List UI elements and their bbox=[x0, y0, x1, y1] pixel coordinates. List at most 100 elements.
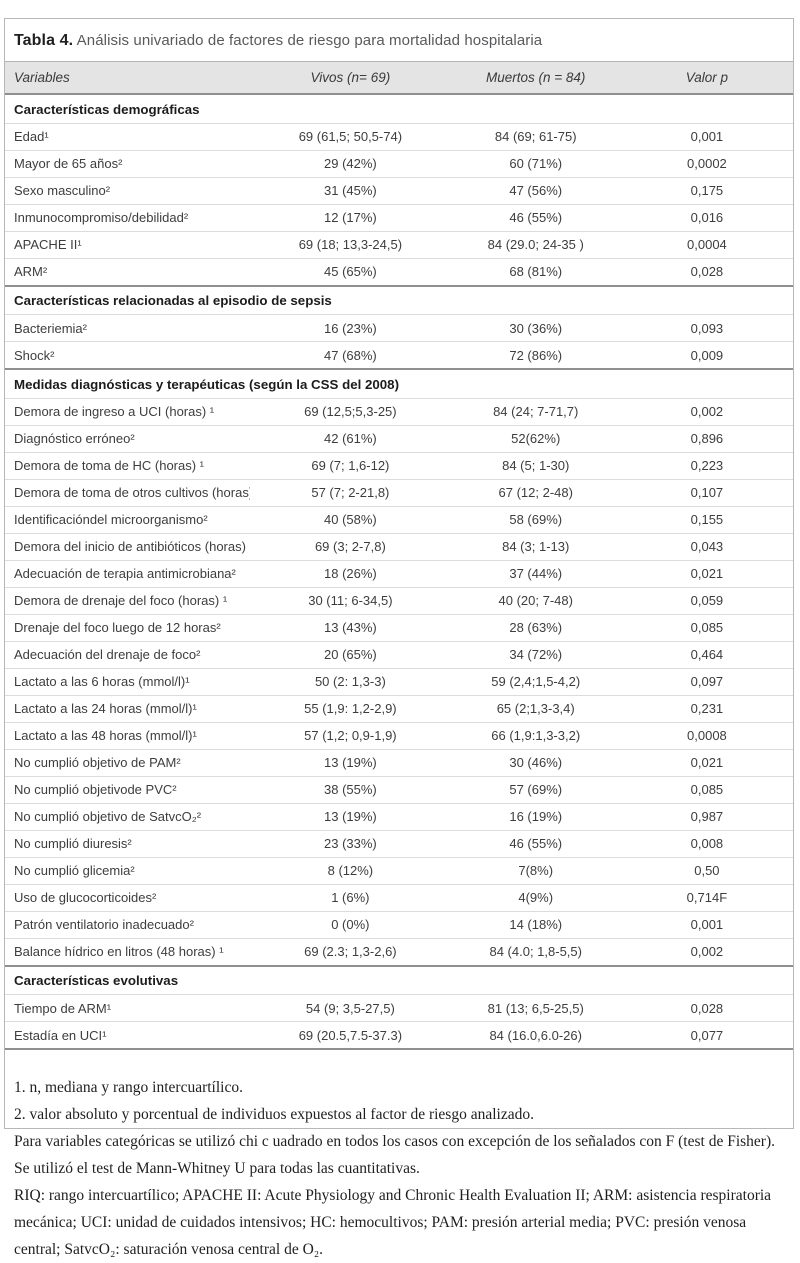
cell-valor-p: 0,107 bbox=[620, 479, 793, 507]
cell-muertos: 47 (56%) bbox=[450, 177, 621, 205]
cell-valor-p: 0,059 bbox=[620, 587, 793, 615]
cell-vivos: 42 (61%) bbox=[250, 425, 451, 453]
cell-vivos: 69 (20.5,7.5-37.3) bbox=[250, 1021, 451, 1050]
cell-valor-p: 0,002 bbox=[620, 398, 793, 426]
cell-valor-p: 0,155 bbox=[620, 506, 793, 534]
cell-vivos: 55 (1,9: 1,2-2,9) bbox=[250, 695, 451, 723]
cell-valor-p: 0,002 bbox=[620, 938, 793, 967]
section-header-row: Medidas diagnósticas y terapéuticas (seg… bbox=[5, 369, 793, 399]
cell-vivos: 45 (65%) bbox=[250, 258, 451, 287]
cell-muertos: 84 (16.0,6.0-26) bbox=[450, 1021, 621, 1050]
table-row: Drenaje del foco luego de 12 horas² 13 (4… bbox=[5, 614, 793, 642]
cell-muertos: 34 (72%) bbox=[450, 641, 621, 669]
cell-variable: Estadía en UCI¹ bbox=[5, 1021, 251, 1050]
section-header-row: Características relacionadas al episodio… bbox=[5, 285, 793, 315]
cell-vivos: 18 (26%) bbox=[250, 560, 451, 588]
cell-vivos: 12 (17%) bbox=[250, 204, 451, 232]
section-header-row: Características evolutivas bbox=[5, 965, 793, 995]
cell-vivos: 57 (7; 2-21,8) bbox=[250, 479, 451, 507]
cell-valor-p: 0,043 bbox=[620, 533, 793, 561]
table-header-row: Variables Vivos (n= 69) Muertos (n = 84)… bbox=[5, 61, 793, 95]
cell-vivos: 20 (65%) bbox=[250, 641, 451, 669]
cell-valor-p: 0,231 bbox=[620, 695, 793, 723]
cell-vivos: 69 (3; 2-7,8) bbox=[250, 533, 451, 561]
cell-variable: No cumplió diuresis² bbox=[5, 830, 251, 858]
cell-valor-p: 0,085 bbox=[620, 614, 793, 642]
cell-muertos: 84 (5; 1-30) bbox=[450, 452, 621, 480]
cell-muertos: 4(9%) bbox=[450, 884, 621, 912]
cell-valor-p: 0,50 bbox=[620, 857, 793, 885]
table-row: Adecuación de terapia antimicrobiana² 18 … bbox=[5, 560, 793, 588]
cell-variable: Uso de glucocorticoides² bbox=[5, 884, 251, 912]
cell-variable: Bacteriemia² bbox=[5, 314, 251, 342]
cell-valor-p: 0,987 bbox=[620, 803, 793, 831]
cell-vivos: 54 (9; 3,5-27,5) bbox=[250, 994, 451, 1022]
cell-valor-p: 0,001 bbox=[620, 123, 793, 151]
cell-variable: APACHE II¹ bbox=[5, 231, 251, 259]
cell-muertos: 84 (24; 7-71,7) bbox=[450, 398, 621, 426]
cell-muertos: 65 (2;1,3-3,4) bbox=[450, 695, 621, 723]
table-row: Lactato a las 6 horas (mmol/l)¹ 50 (2: 1,… bbox=[5, 668, 793, 696]
cell-muertos: 58 (69%) bbox=[450, 506, 621, 534]
cell-variable: Diagnóstico erróneo² bbox=[5, 425, 251, 453]
cell-variable: Demora del inicio de antibióticos (horas… bbox=[5, 533, 251, 561]
table-row: Lactato a las 48 horas (mmol/l)¹ 57 (1,2;… bbox=[5, 722, 793, 750]
cell-valor-p: 0,0008 bbox=[620, 722, 793, 750]
table-body: Características demográficas Edad¹ 69 (61,… bbox=[5, 94, 793, 1050]
cell-valor-p: 0,028 bbox=[620, 258, 793, 287]
footnote-2: 2. valor absoluto y porcentual de indivi… bbox=[14, 1106, 534, 1123]
cell-muertos: 46 (55%) bbox=[450, 204, 621, 232]
cell-vivos: 69 (61,5; 50,5-74) bbox=[250, 123, 451, 151]
cell-variable: Demora de ingreso a UCI (horas) ¹ bbox=[5, 398, 251, 426]
table-row: Edad¹ 69 (61,5; 50,5-74) 84 (69; 61-75) 0,0… bbox=[5, 123, 793, 151]
cell-muertos: 28 (63%) bbox=[450, 614, 621, 642]
section-header-row: Características demográficas bbox=[5, 94, 793, 124]
table-row: Adecuación del drenaje de foco² 20 (65%) 3… bbox=[5, 641, 793, 669]
table-row: APACHE II¹ 69 (18; 13,3-24,5) 84 (29.0; 24… bbox=[5, 231, 793, 259]
cell-vivos: 8 (12%) bbox=[250, 857, 451, 885]
footnote-statistics: Para variables categóricas se utilizó ch… bbox=[14, 1133, 775, 1177]
cell-variable: Demora de toma de otros cultivos (horas)… bbox=[5, 479, 251, 507]
footnotes: 1. n, mediana y rango intercuartílico. 2… bbox=[14, 1074, 783, 1263]
column-header-variables: Variables bbox=[5, 61, 251, 95]
cell-muertos: 30 (46%) bbox=[450, 749, 621, 777]
column-header-muertos: Muertos (n = 84) bbox=[450, 61, 621, 95]
cell-muertos: 67 (12; 2-48) bbox=[450, 479, 621, 507]
table-row: Estadía en UCI¹ 69 (20.5,7.5-37.3) 84 (16.… bbox=[5, 1021, 793, 1050]
table-row: Demora de toma de HC (horas) ¹ 69 (7; 1,6… bbox=[5, 452, 793, 480]
cell-vivos: 13 (43%) bbox=[250, 614, 451, 642]
cell-valor-p: 0,0004 bbox=[620, 231, 793, 259]
cell-valor-p: 0,0002 bbox=[620, 150, 793, 178]
cell-variable: Balance hídrico en litros (48 horas) ¹ bbox=[5, 938, 251, 967]
cell-vivos: 47 (68%) bbox=[250, 341, 451, 370]
cell-vivos: 13 (19%) bbox=[250, 803, 451, 831]
table-4-panel: Tabla 4. Análisis univariado de factores… bbox=[4, 18, 794, 1258]
cell-valor-p: 0,028 bbox=[620, 994, 793, 1022]
cell-variable: No cumplió objetivode PVC² bbox=[5, 776, 251, 804]
cell-valor-p: 0,223 bbox=[620, 452, 793, 480]
table-row: Demora de drenaje del foco (horas) ¹ 30 (… bbox=[5, 587, 793, 615]
table-row: No cumplió objetivo de SatvcO₂² 13 (19%) 1… bbox=[5, 803, 793, 831]
table-row: Balance hídrico en litros (48 horas) ¹ 69… bbox=[5, 938, 793, 967]
section-header: Medidas diagnósticas y terapéuticas (seg… bbox=[5, 369, 793, 399]
cell-muertos: 66 (1,9:1,3-3,2) bbox=[450, 722, 621, 750]
table-row: Uso de glucocorticoides² 1 (6%) 4(9%) 0,714… bbox=[5, 884, 793, 912]
cell-vivos: 1 (6%) bbox=[250, 884, 451, 912]
footnote-1: 1. n, mediana y rango intercuartílico. bbox=[14, 1079, 243, 1096]
cell-muertos: 16 (19%) bbox=[450, 803, 621, 831]
cell-vivos: 69 (18; 13,3-24,5) bbox=[250, 231, 451, 259]
column-header-valor-p: Valor p bbox=[620, 61, 793, 95]
cell-vivos: 69 (12,5;5,3-25) bbox=[250, 398, 451, 426]
cell-variable: No cumplió objetivo de PAM² bbox=[5, 749, 251, 777]
cell-vivos: 38 (55%) bbox=[250, 776, 451, 804]
cell-vivos: 50 (2: 1,3-3) bbox=[250, 668, 451, 696]
cell-muertos: 40 (20; 7-48) bbox=[450, 587, 621, 615]
section-header: Características demográficas bbox=[5, 94, 793, 124]
cell-variable: Inmunocompromiso/debilidad² bbox=[5, 204, 251, 232]
cell-muertos: 14 (18%) bbox=[450, 911, 621, 939]
cell-variable: Lactato a las 48 horas (mmol/l)¹ bbox=[5, 722, 251, 750]
table-number-label: Tabla 4. bbox=[14, 32, 74, 49]
cell-muertos: 30 (36%) bbox=[450, 314, 621, 342]
section-header: Características evolutivas bbox=[5, 965, 793, 995]
cell-muertos: 46 (55%) bbox=[450, 830, 621, 858]
